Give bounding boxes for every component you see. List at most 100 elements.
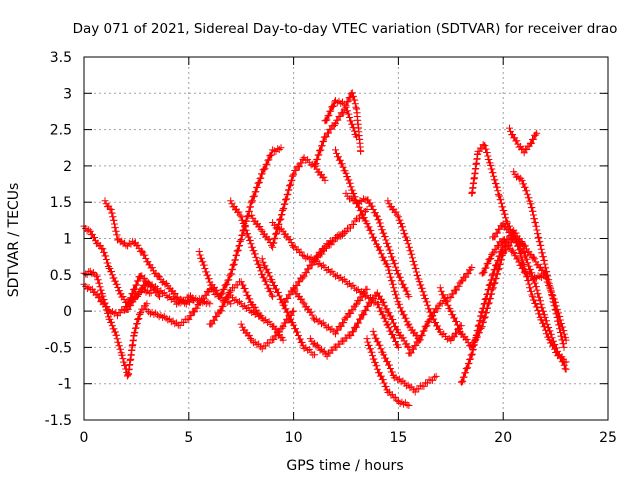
data-point xyxy=(546,274,549,276)
data-point xyxy=(261,230,263,233)
data-point xyxy=(502,244,505,247)
data-point xyxy=(334,121,337,124)
data-point xyxy=(498,194,500,196)
data-point xyxy=(324,121,326,124)
data-point xyxy=(156,313,159,316)
data-point xyxy=(523,244,525,247)
data-point xyxy=(303,274,305,276)
data-point xyxy=(114,332,117,334)
data-point xyxy=(229,288,232,291)
data-point xyxy=(414,390,416,392)
data-point xyxy=(351,332,354,334)
data-point xyxy=(523,270,525,272)
series-arc31 xyxy=(506,124,541,157)
data-point xyxy=(282,303,284,305)
data-point xyxy=(397,332,400,334)
x-tick-label: 10 xyxy=(285,430,303,446)
data-point xyxy=(366,339,368,341)
data-point xyxy=(280,146,282,149)
data-point xyxy=(177,324,180,327)
data-point xyxy=(135,295,138,298)
y-tick-label: -1 xyxy=(58,377,72,393)
data-point xyxy=(282,208,284,211)
series-markers xyxy=(363,335,413,409)
data-point xyxy=(345,281,347,283)
data-point xyxy=(150,266,152,269)
data-point xyxy=(240,237,242,240)
series-arc8 xyxy=(206,278,266,328)
data-point xyxy=(282,324,284,327)
data-point xyxy=(120,295,123,298)
data-point xyxy=(334,346,337,349)
data-point xyxy=(483,143,486,145)
y-tick-label: 1.5 xyxy=(50,195,72,211)
data-point xyxy=(89,230,92,233)
data-point xyxy=(250,215,253,218)
data-point xyxy=(188,295,190,298)
y-tick-label: 1 xyxy=(63,232,72,248)
data-point xyxy=(533,281,536,283)
data-point xyxy=(334,274,337,276)
data-point xyxy=(271,223,274,225)
data-point xyxy=(141,252,144,254)
data-point xyxy=(533,259,536,262)
data-point xyxy=(372,332,375,334)
data-point xyxy=(292,324,295,327)
data-point xyxy=(127,375,129,378)
data-point xyxy=(470,194,473,196)
data-point xyxy=(91,288,94,291)
data-point xyxy=(116,313,119,316)
data-point xyxy=(355,303,358,305)
data-point xyxy=(317,346,320,349)
series-markers xyxy=(342,189,413,301)
data-point xyxy=(175,295,178,298)
data-point xyxy=(334,237,337,240)
data-point xyxy=(99,299,102,302)
data-point xyxy=(418,281,421,283)
data-point xyxy=(271,281,274,283)
data-point xyxy=(408,404,410,407)
data-point xyxy=(102,248,104,251)
data-point xyxy=(324,324,326,327)
data-point xyxy=(208,303,211,305)
data-point xyxy=(538,237,540,240)
data-point xyxy=(376,303,379,305)
data-point xyxy=(133,241,136,243)
data-points xyxy=(80,89,570,409)
y-tick-label: -0.5 xyxy=(45,340,72,356)
data-point xyxy=(116,237,119,240)
data-point xyxy=(408,324,410,327)
data-point xyxy=(387,324,389,327)
y-axis-label: SDTVAR / TECUs xyxy=(6,183,22,298)
series-arc22 xyxy=(342,189,413,301)
data-point xyxy=(261,317,263,320)
data-point xyxy=(156,288,159,291)
data-point xyxy=(382,353,385,356)
series-markers xyxy=(290,284,371,338)
series-markers xyxy=(311,103,360,168)
data-point xyxy=(403,382,406,385)
data-point xyxy=(167,317,169,320)
data-point xyxy=(477,150,479,153)
data-point xyxy=(460,382,463,385)
data-point xyxy=(125,310,127,312)
data-point xyxy=(565,368,567,370)
data-point xyxy=(334,332,337,334)
data-point xyxy=(250,244,253,247)
series-arc26 xyxy=(405,264,476,357)
data-point xyxy=(517,143,519,145)
data-point xyxy=(208,281,211,283)
series-arc16 xyxy=(290,284,371,338)
data-point xyxy=(355,107,358,109)
data-point xyxy=(95,274,98,276)
data-point xyxy=(397,401,400,403)
data-point xyxy=(271,150,274,153)
data-point xyxy=(548,339,551,341)
data-point xyxy=(146,303,148,305)
data-point xyxy=(303,346,305,349)
data-point xyxy=(351,92,354,95)
data-point xyxy=(133,288,136,291)
data-point xyxy=(334,99,337,102)
